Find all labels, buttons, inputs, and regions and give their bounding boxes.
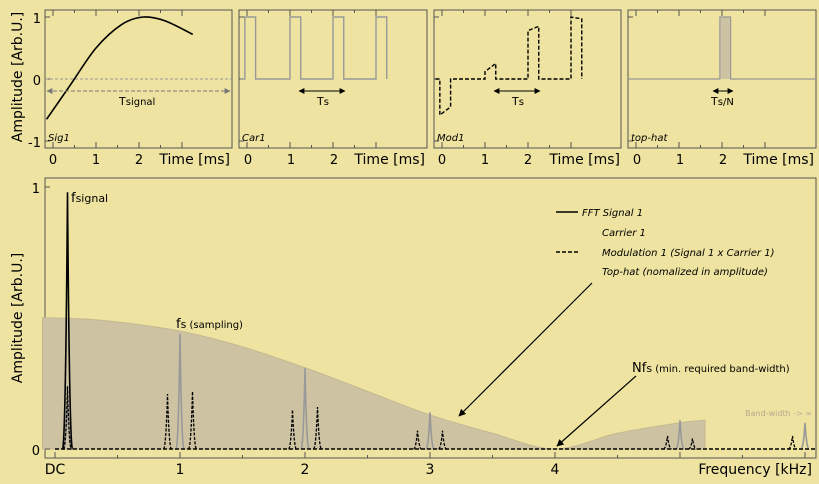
bandwidth-annotation: Band-width -> ∞ xyxy=(745,409,812,418)
xaxis-label: Time [ms] xyxy=(158,152,230,168)
panel-sig1: Tsignal Sig1 0 1 2 Time [ms] xyxy=(44,9,233,168)
car1-pulse-train xyxy=(240,16,388,80)
panel-name-sig1: Sig1 xyxy=(48,133,70,144)
xtick-label: 0 xyxy=(438,153,446,168)
xaxis-label: Time [ms] xyxy=(353,152,425,168)
ts-n-sub: s/N xyxy=(718,97,734,108)
legend-mod-label: Modulation 1 (Signal 1 x Carrier 1) xyxy=(602,248,774,259)
nfs-arrow xyxy=(556,375,637,447)
carrier-peak xyxy=(675,420,685,450)
xtick-label: 1 xyxy=(481,153,489,168)
ts-label: Ts xyxy=(316,95,329,108)
spectrum-panel: Amplitude [Arb.U.] 1 0 DC 1 2 3 4 Freque… xyxy=(10,177,817,478)
top-ylabel: Amplitude [Arb.U.] xyxy=(10,12,26,142)
fs-sub: s xyxy=(181,318,187,331)
ts-label: Ts xyxy=(511,95,524,108)
tophat-arrow xyxy=(458,282,593,417)
ts-sub: s xyxy=(324,97,329,108)
modulation-peak xyxy=(162,393,173,450)
panel-mod1: Ts Mod1 0 1 2 Time [ms] xyxy=(433,9,622,168)
ytick-label: 1 xyxy=(33,12,41,27)
xtick-label: 2 xyxy=(330,153,338,168)
tophat-annotation: Top-hat (nomalized in amplitude) xyxy=(602,267,768,278)
xtick-dc: DC xyxy=(45,462,66,478)
legend-fft-label: FFT Signal 1 xyxy=(582,208,643,219)
panel-ticks xyxy=(434,10,572,148)
xtick-label: 0 xyxy=(49,153,57,168)
mod1-curve xyxy=(435,16,583,117)
legend-carrier-label: Carrier 1 xyxy=(602,228,646,239)
fft-peak xyxy=(61,192,74,450)
xtick-label: 2 xyxy=(301,462,310,478)
ytick-label: 0 xyxy=(33,74,41,89)
fs-annotation: fs (sampling) xyxy=(176,317,243,332)
panel-name-mod1: Mod1 xyxy=(437,133,464,144)
xtick-label: 4 xyxy=(551,462,560,478)
xaxis-label: Frequency [kHz] xyxy=(698,462,812,478)
xtick-label: 2 xyxy=(524,153,532,168)
fft-peaks xyxy=(61,192,74,450)
tsignal-label: Tsignal xyxy=(118,95,155,108)
fsignal-main: f xyxy=(71,191,76,206)
carrier-peak xyxy=(800,422,810,450)
modulation-peak xyxy=(438,430,447,450)
ts-sub: s xyxy=(519,97,524,108)
xtick-label: 3 xyxy=(426,462,435,478)
top-yticks: 1 0 -1 xyxy=(28,12,41,151)
panel-tophat: Ts/N top-hat 0 1 2 Time [ms] xyxy=(627,9,817,168)
tophat-pulse xyxy=(628,16,816,80)
ytick-label: 1 xyxy=(32,182,40,197)
panel-ticks xyxy=(239,10,377,148)
ts-main: T xyxy=(511,95,519,108)
modulation-peak xyxy=(62,386,73,450)
tsignal-sub: signal xyxy=(126,97,156,108)
bottom-ylabel: Amplitude [Arb.U.] xyxy=(10,253,26,383)
panel-name-tophat: top-hat xyxy=(631,133,668,144)
carrier-peak xyxy=(425,412,435,450)
nfs-rest: (min. required band-width) xyxy=(652,364,790,375)
modulation-peak xyxy=(312,407,323,450)
modulation-peak xyxy=(413,430,422,450)
sig1-curve xyxy=(45,16,194,120)
carrier-peak xyxy=(175,333,185,450)
panel-name-car1: Car1 xyxy=(242,133,266,144)
xaxis-label: Time [ms] xyxy=(742,152,814,168)
carrier-peak xyxy=(300,367,310,450)
fsignal-annotation: fsignal xyxy=(71,191,108,206)
xtick-label: 1 xyxy=(676,153,684,168)
ts-n-label: Ts/N xyxy=(710,95,734,108)
nfs-main: Nf xyxy=(632,361,647,376)
xtick-label: 2 xyxy=(135,153,143,168)
xaxis-label: Time [ms] xyxy=(548,152,620,168)
panel-frame xyxy=(44,9,233,149)
modulation-peak xyxy=(688,438,697,450)
xtick-label: 1 xyxy=(287,153,295,168)
modulation-peaks xyxy=(62,386,797,450)
nfs-sub: s xyxy=(646,362,652,375)
legend: FFT Signal 1 Carrier 1 Modulation 1 (Sig… xyxy=(556,208,774,259)
nfs-annotation: Nfs (min. required band-width) xyxy=(632,361,790,376)
xtick-label: 0 xyxy=(633,153,641,168)
tsignal-main: T xyxy=(118,95,126,108)
panel-ticks xyxy=(45,10,183,148)
modulation-peak xyxy=(187,391,198,450)
panel-car1: Ts Car1 0 1 2 Time [ms] xyxy=(238,9,428,168)
xtick-label: 2 xyxy=(719,153,727,168)
fs-rest: (sampling) xyxy=(186,320,243,331)
ts-n-main: T xyxy=(710,95,718,108)
ytick-label: 0 xyxy=(32,444,40,459)
ytick-label: -1 xyxy=(28,136,41,151)
xtick-label: 1 xyxy=(92,153,100,168)
xtick-label: 0 xyxy=(244,153,252,168)
modulation-peak xyxy=(663,435,672,450)
fsignal-sub: signal xyxy=(76,192,109,205)
tophat-envelope xyxy=(42,317,706,450)
bottom-ticks xyxy=(45,186,806,458)
xtick-label: 1 xyxy=(176,462,185,478)
ts-main: T xyxy=(316,95,324,108)
fs-main: f xyxy=(176,317,181,332)
modulation-peak xyxy=(788,435,797,450)
